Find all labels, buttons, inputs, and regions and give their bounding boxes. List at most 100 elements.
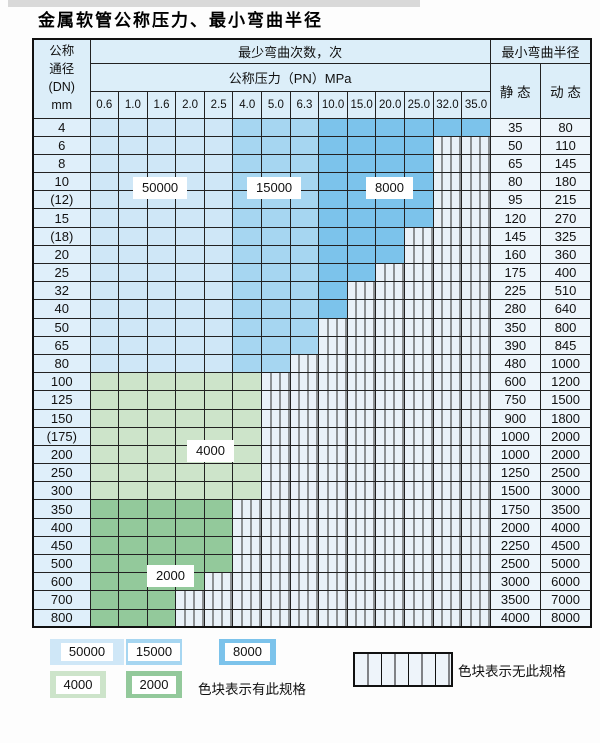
spec-unavailable-cell: [318, 372, 348, 392]
spec-unavailable-cell: [346, 608, 377, 628]
spec-unavailable-cell: [289, 372, 320, 392]
spec-available-cell: [232, 444, 263, 465]
spec-unavailable-cell: [404, 281, 434, 301]
spec-available-cell: [203, 299, 234, 319]
spec-available-cell: [232, 244, 263, 265]
spec-unavailable-cell: [404, 353, 434, 374]
spec-unavailable-cell: [375, 262, 406, 283]
radius-header: 最小弯曲半径: [489, 38, 592, 64]
spec-available-cell: [146, 353, 177, 374]
dn-cell: 6: [32, 135, 91, 155]
cycles-region-label: 4000: [187, 440, 234, 462]
spec-available-cell: [289, 317, 320, 337]
spec-unavailable-cell: [404, 481, 434, 501]
static-radius-cell: 350: [489, 317, 541, 337]
spec-table-wrap: 公称 通径 (DN) mm 最少弯曲次数，次 最小弯曲半径 公称压力（PN）MP…: [32, 38, 593, 629]
spec-unavailable-cell: [404, 335, 434, 355]
dynamic-radius-cell: 215: [539, 190, 592, 210]
spec-available-cell: [146, 481, 177, 501]
spec-unavailable-cell: [289, 517, 320, 537]
dn-cell: 350: [32, 499, 91, 519]
spec-unavailable-cell: [404, 226, 434, 246]
cycles-region-label: 15000: [247, 177, 302, 199]
spec-unavailable-cell: [346, 372, 377, 392]
spec-unavailable-cell: [461, 353, 491, 374]
spec-unavailable-cell: [346, 317, 377, 337]
spec-available-cell: [89, 372, 120, 392]
spec-unavailable-cell: [432, 481, 463, 501]
spec-unavailable-cell: [203, 572, 234, 592]
spec-available-cell: [203, 262, 234, 283]
spec-available-cell: [261, 208, 291, 228]
spec-available-cell: [89, 590, 120, 610]
dynamic-radius-cell: 640: [539, 299, 592, 319]
spec-unavailable-cell: [346, 481, 377, 501]
spec-unavailable-cell: [432, 590, 463, 610]
dynamic-radius-cell: 1800: [539, 408, 592, 428]
spec-unavailable-cell: [461, 281, 491, 301]
table-header: 公称 通径 (DN) mm 最少弯曲次数，次 最小弯曲半径 公称压力（PN）MP…: [32, 38, 592, 119]
dn-cell: 8: [32, 153, 91, 174]
spec-unavailable-cell: [404, 390, 434, 410]
spec-available-cell: [146, 608, 177, 628]
spec-unavailable-cell: [318, 590, 348, 610]
spec-unavailable-cell: [461, 517, 491, 537]
spec-available-cell: [89, 481, 120, 501]
spec-available-cell: [261, 335, 291, 355]
spec-unavailable-cell: [346, 281, 377, 301]
spec-unavailable-cell: [375, 444, 406, 465]
spec-available-cell: [89, 535, 120, 556]
spec-unavailable-cell: [432, 517, 463, 537]
spec-unavailable-cell: [432, 190, 463, 210]
spec-available-cell: [203, 281, 234, 301]
dn-cell: 500: [32, 553, 91, 574]
spec-available-cell: [203, 190, 234, 210]
spec-unavailable-cell: [461, 172, 491, 192]
spec-unavailable-cell: [289, 499, 320, 519]
spec-available-cell: [89, 390, 120, 410]
spec-available-cell: [175, 335, 205, 355]
spec-available-cell: [232, 426, 263, 446]
spec-unavailable-cell: [175, 590, 205, 610]
spec-unavailable-cell: [461, 463, 491, 483]
spec-unavailable-cell: [432, 335, 463, 355]
spec-available-cell: [318, 299, 348, 319]
spec-available-cell: [375, 135, 406, 155]
spec-available-cell: [146, 499, 177, 519]
spec-unavailable-cell: [404, 517, 434, 537]
dynamic-radius-cell: 4500: [539, 535, 592, 556]
spec-unavailable-cell: [346, 299, 377, 319]
spec-available-cell: [89, 463, 120, 483]
legend-swatch-4000: 4000: [50, 671, 106, 698]
spec-unavailable-cell: [461, 426, 491, 446]
spec-unavailable-cell: [346, 353, 377, 374]
spec-available-cell: [289, 299, 320, 319]
spec-unavailable-cell: [318, 353, 348, 374]
spec-unavailable-cell: [318, 535, 348, 556]
spec-available-cell: [203, 353, 234, 374]
spec-available-cell: [203, 481, 234, 501]
spec-available-cell: [89, 208, 120, 228]
table-row: 250 1250 2500: [32, 463, 592, 483]
spec-unavailable-cell: [432, 299, 463, 319]
spec-available-cell: [346, 208, 377, 228]
table-row: 800 4000 8000: [32, 608, 592, 628]
spec-available-cell: [146, 335, 177, 355]
table-body: 4 35 80 6 50 110 8 65 145 10 80 180 (12) 95 215 15 120 27…: [32, 117, 592, 628]
spec-unavailable-cell: [346, 426, 377, 446]
legend-swatch-label: 2000: [131, 675, 177, 694]
spec-unavailable-cell: [432, 535, 463, 556]
spec-unavailable-cell: [404, 426, 434, 446]
spec-available-cell: [375, 153, 406, 174]
spec-unavailable-cell: [432, 608, 463, 628]
spec-unavailable-cell: [461, 153, 491, 174]
spec-available-cell: [318, 190, 348, 210]
static-radius-cell: 35: [489, 117, 541, 137]
pressure-column-header: 4.0: [232, 90, 263, 119]
static-radius-cell: 280: [489, 299, 541, 319]
spec-available-cell: [346, 226, 377, 246]
table-row: 600 3000 6000: [32, 572, 592, 592]
spec-unavailable-cell: [461, 553, 491, 574]
spec-unavailable-cell: [375, 499, 406, 519]
spec-available-cell: [289, 135, 320, 155]
